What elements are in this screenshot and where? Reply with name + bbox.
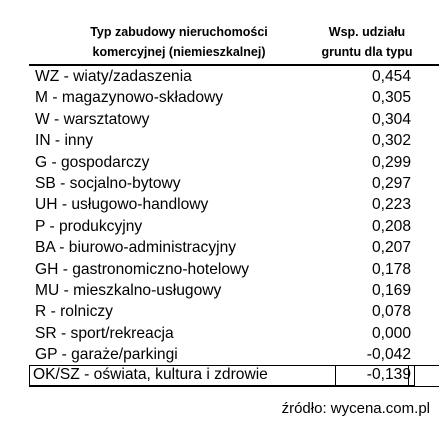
table-row: IN - inny 0,302	[29, 130, 439, 151]
row-coefficient-value: -0,042	[366, 346, 411, 364]
table-row: GH - gastronomiczno-hotelowy 0,178	[29, 259, 439, 280]
row-type-label: WZ - wiaty/zadaszenia	[35, 68, 192, 85]
row-coefficient-value: 0,305	[371, 89, 411, 107]
table-row: P - produkcyjny 0,208	[29, 216, 439, 237]
row-coefficient-value: 0,000	[371, 324, 411, 342]
row-coefficient-value: 0,297	[371, 174, 411, 192]
row-type-label: W - warsztatowy	[35, 110, 150, 128]
coefficient-column-header-line1: Wsp. udziału	[328, 25, 406, 39]
row-type-label: R - rolniczy	[35, 303, 113, 321]
row-coefficient-value: 0,207	[371, 239, 411, 257]
row-coefficient-value: 0,299	[371, 153, 411, 171]
table-row: SR - sport/rekreacja 0,000	[29, 323, 439, 344]
type-column-header-line1: Typ zabudowy nieruchomości	[90, 25, 268, 39]
highlighted-table-row: OK/SZ - oświata, kultura i zdrowie -0,13…	[29, 364, 439, 387]
row-type-label: BA - biurowo-administracyjny	[35, 239, 237, 257]
header-divider	[29, 64, 439, 66]
highlight-value-box	[335, 364, 415, 387]
row-coefficient-value: -0,139	[366, 366, 411, 384]
source-note: źródło: wycena.com.pl	[281, 400, 430, 417]
coefficient-column-header: Wsp. udziału gruntu dla typu	[287, 0, 446, 64]
table-row: SB - socjalno-bytowy 0,297	[29, 173, 439, 194]
row-coefficient-value: 0,178	[371, 260, 411, 278]
table-body: WZ - wiaty/zadaszenia 0,454 M - magazyno…	[29, 66, 439, 387]
table-row: MU - mieszkalno-usługowy 0,169	[29, 280, 439, 301]
row-type-label: M - magazynowo-składowy	[35, 89, 224, 107]
row-type-label: UH - usługowo-handlowy	[35, 196, 209, 214]
row-coefficient-value: 0,302	[371, 132, 411, 150]
row-coefficient-value: 0,304	[371, 110, 411, 128]
row-coefficient-value: 0,078	[371, 303, 411, 321]
type-column-header: Typ zabudowy nieruchomości komercyjnej (…	[29, 0, 329, 64]
row-type-label: SR - sport/rekreacja	[35, 324, 174, 342]
row-coefficient-value: 0,208	[371, 217, 411, 235]
table-row: R - rolniczy 0,078	[29, 301, 439, 322]
row-coefficient-value: 0,223	[371, 196, 411, 214]
row-type-label: IN - inny	[35, 132, 94, 150]
table-row: M - magazynowo-składowy 0,305	[29, 87, 439, 108]
table-row: UH - usługowo-handlowy 0,223	[29, 194, 439, 215]
type-column-header-line2: komercyjnej (niemieszkalnej)	[92, 45, 266, 59]
table-row: GP - garaże/parkingi -0,042	[29, 344, 439, 365]
row-type-label: P - produkcyjny	[35, 217, 143, 235]
row-coefficient-value: 0,169	[371, 281, 411, 299]
row-type-label: MU - mieszkalno-usługowy	[35, 281, 222, 299]
row-type-label: GH - gastronomiczno-hotelowy	[35, 260, 250, 278]
table-row: BA - biurowo-administracyjny 0,207	[29, 237, 439, 258]
highlight-label-box	[29, 364, 409, 387]
row-type-label: G - gospodarczy	[35, 153, 150, 171]
coefficient-column-header-line2: gruntu dla typu	[321, 45, 413, 59]
table-row: WZ - wiaty/zadaszenia 0,454	[29, 66, 439, 87]
row-type-label: OK/SZ - oświata, kultura i zdrowie	[33, 366, 268, 384]
row-type-label: SB - socjalno-bytowy	[35, 174, 181, 192]
row-coefficient-value: 0,454	[371, 68, 411, 85]
table-row: G - gospodarczy 0,299	[29, 152, 439, 173]
row-type-label: GP - garaże/parkingi	[35, 346, 178, 364]
table-row: W - warsztatowy 0,304	[29, 109, 439, 130]
